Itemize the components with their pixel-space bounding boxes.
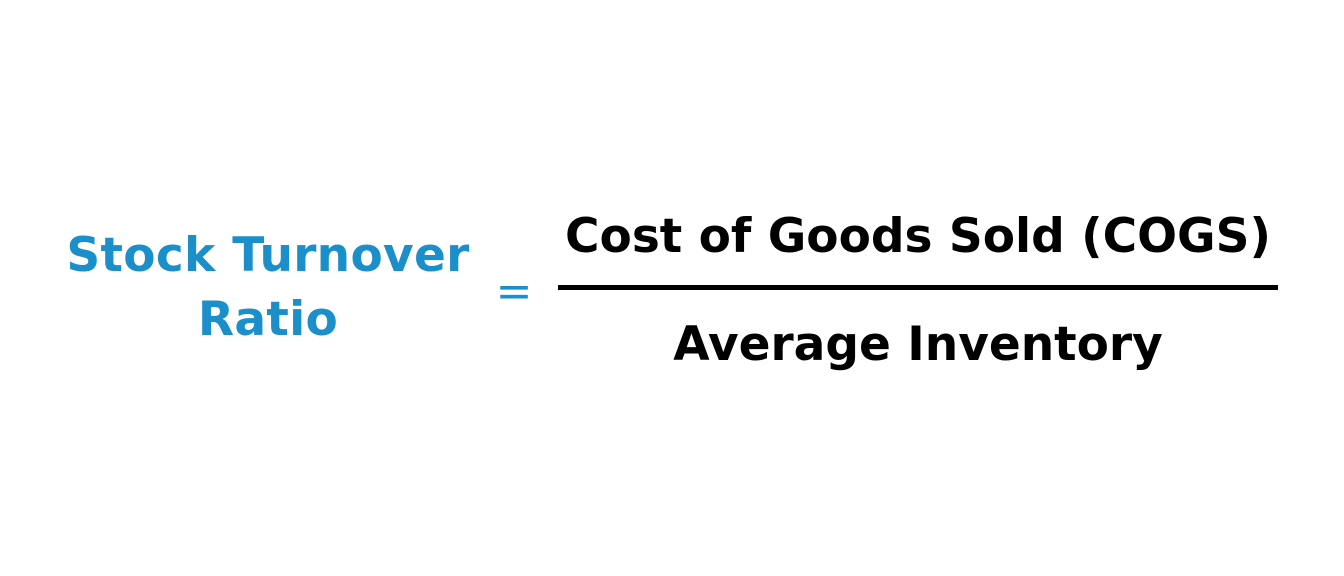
lhs-line-2: Ratio <box>197 292 339 347</box>
fraction-bar <box>558 285 1278 290</box>
formula-lhs: Stock Turnover Ratio <box>58 224 478 352</box>
fraction-numerator: Cost of Goods Sold (COGS) <box>565 209 1271 264</box>
equals-sign: = <box>495 266 533 317</box>
fraction-denominator: Average Inventory <box>673 317 1163 372</box>
lhs-line-1: Stock Turnover <box>66 228 470 283</box>
